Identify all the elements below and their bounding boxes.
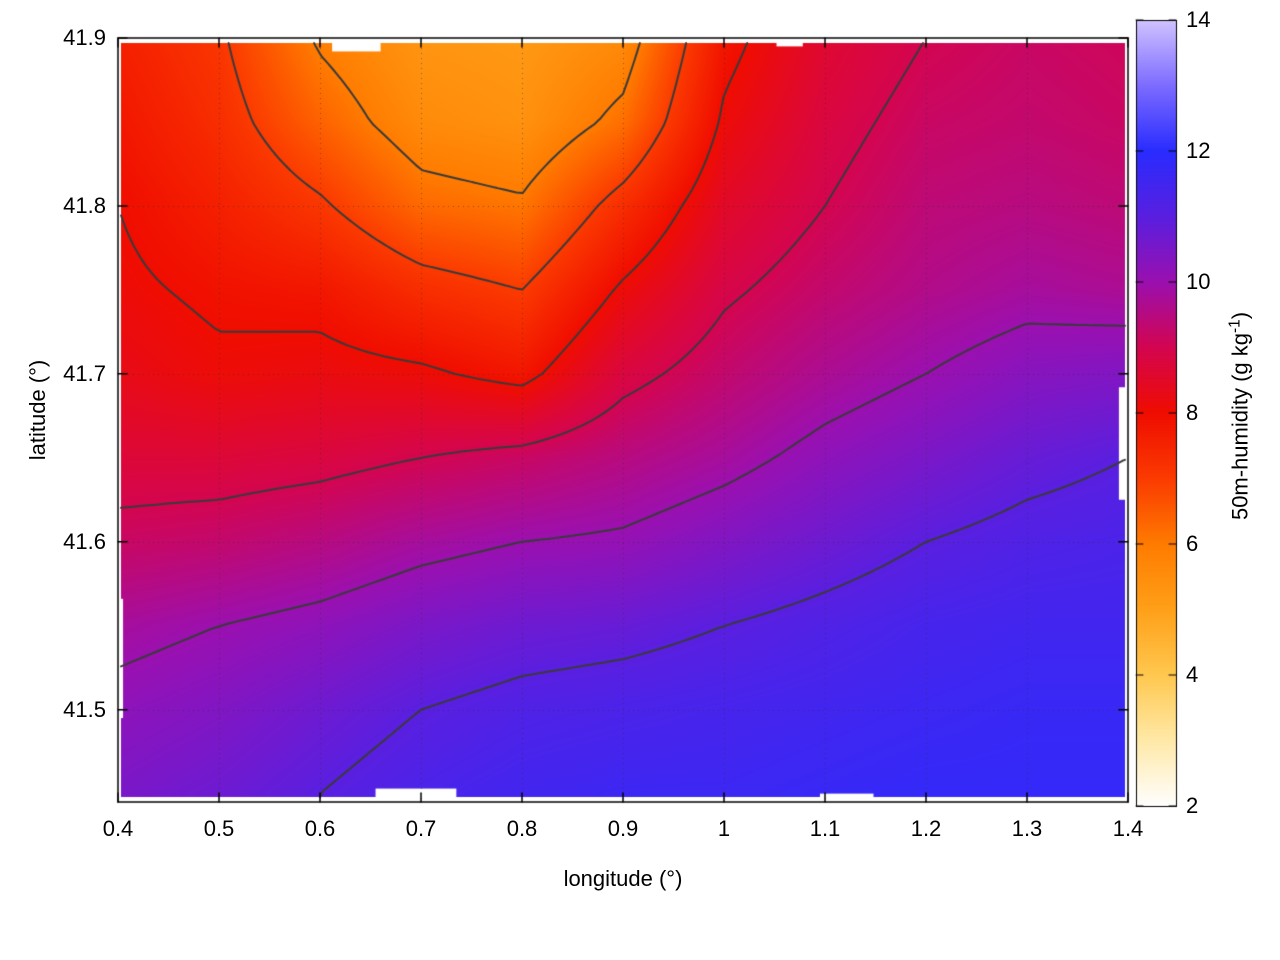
colorbar-title-text: 50m-humidity (g kg bbox=[1227, 332, 1253, 521]
colorbar-title-close: ) bbox=[1227, 311, 1253, 320]
colorbar-title-exponent: -1 bbox=[1226, 319, 1244, 333]
y-axis-title: latitude (°) bbox=[25, 359, 50, 461]
colorbar-title: 50m-humidity (g kg-1) bbox=[1226, 312, 1253, 520]
x-axis-title: longitude (°) bbox=[563, 866, 683, 891]
